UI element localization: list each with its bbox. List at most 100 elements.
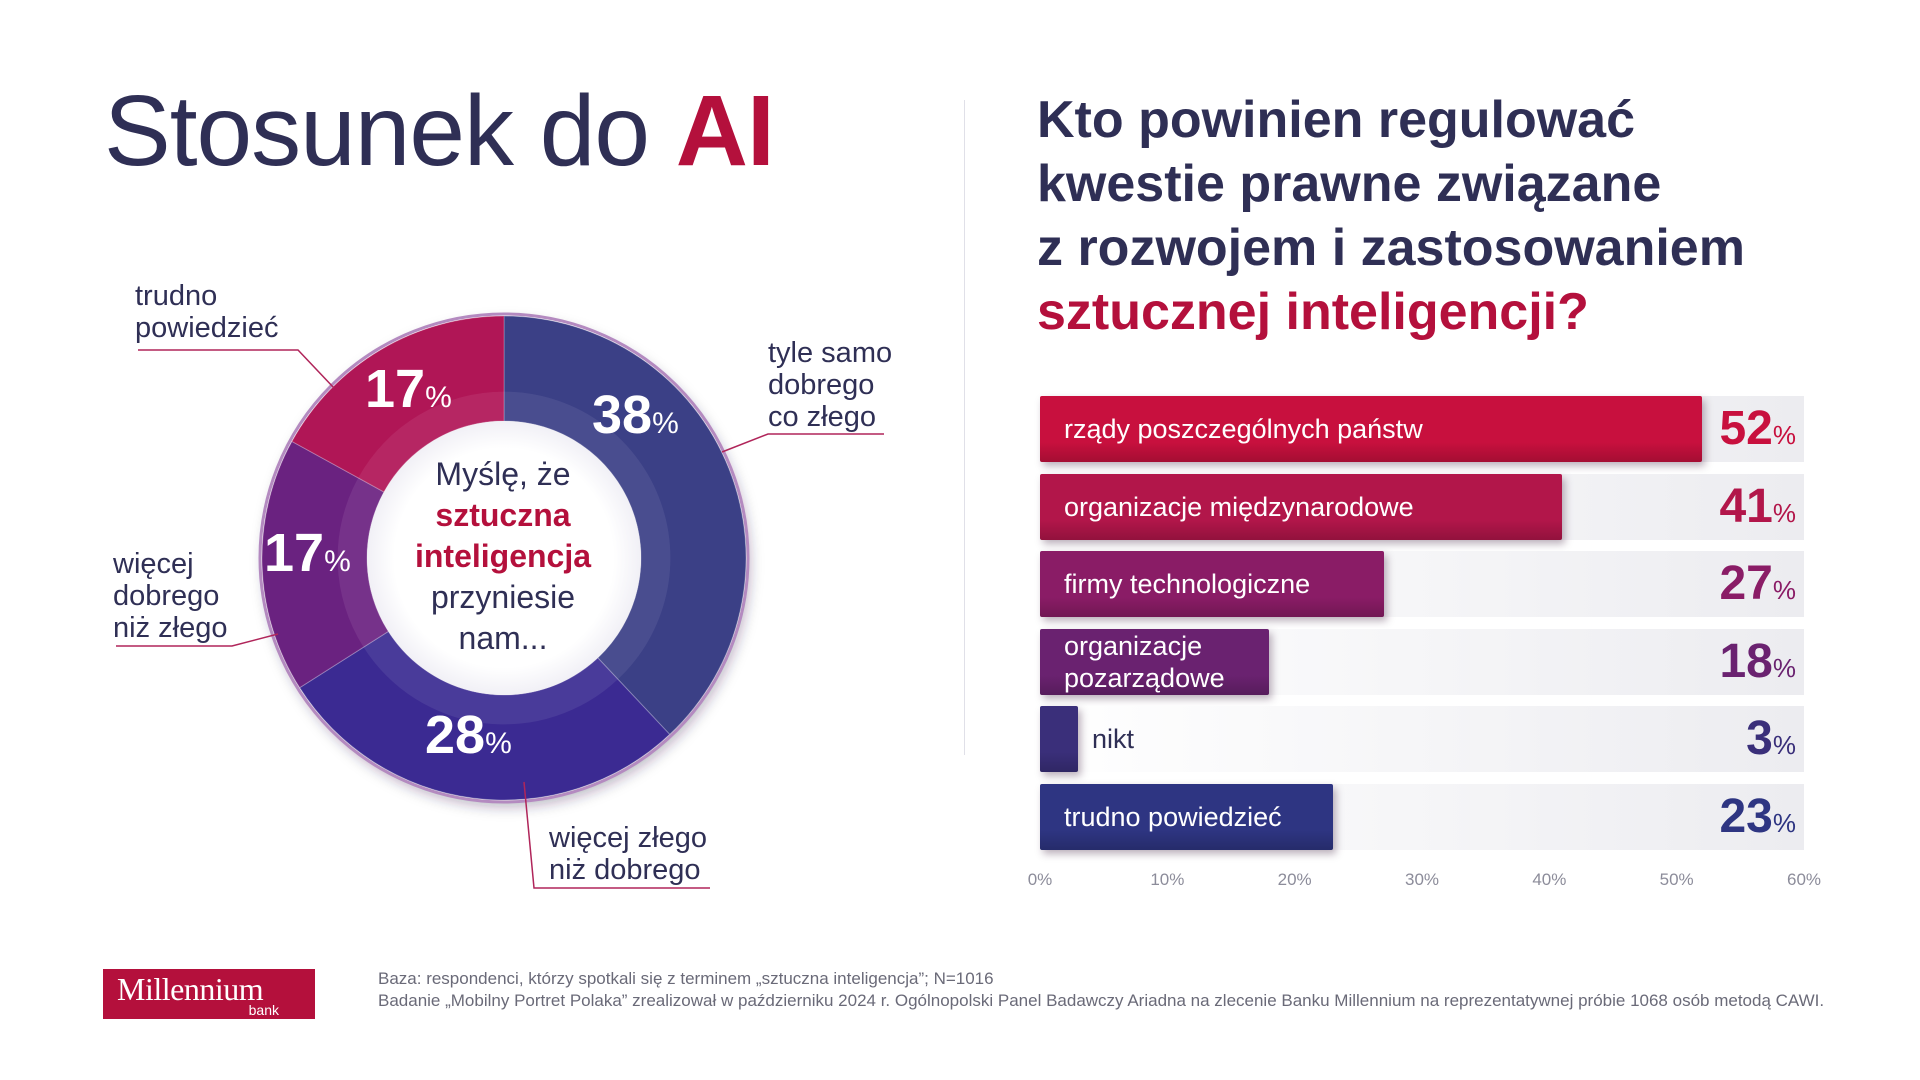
bar-value-number: 27 (1719, 557, 1773, 610)
question-line: Kto powinien regulować (1037, 91, 1636, 149)
logo-subtext: bank (248, 1002, 279, 1018)
donut-svg (258, 312, 750, 804)
bar-category-text: organizacje (1064, 630, 1203, 661)
footnote: Baza: respondenci, którzy spotkali się z… (378, 968, 1878, 1012)
bar-row: rządy poszczególnych państw 52% (1040, 396, 1804, 462)
slice-label-line: dobrego (768, 369, 875, 401)
slice-label-line: powiedzieć (135, 312, 279, 344)
slice-label-line: więcej (113, 548, 194, 580)
slice-label-line: tyle samo (768, 337, 893, 369)
bar-chart: rządy poszczególnych państw 52% organizacj… (1028, 396, 1821, 896)
bar (1040, 783, 1333, 850)
bar-value-number: 52 (1719, 402, 1773, 455)
percent-sign: % (1772, 497, 1796, 528)
donut-center (367, 421, 641, 695)
bar-track (1040, 706, 1804, 772)
x-tick-label: 0% (1027, 870, 1053, 889)
slice-value: 17% (264, 526, 351, 580)
percent-sign: % (324, 545, 351, 578)
slice-label-line: trudno (135, 280, 218, 312)
center-text-line: przyniesie (430, 579, 576, 615)
question-line: kwestie prawne związane (1037, 155, 1662, 213)
vertical-divider (964, 100, 965, 755)
percent-sign: % (1772, 730, 1796, 760)
slice-label: trudno powiedzieć (135, 280, 278, 344)
bar (1040, 706, 1078, 772)
bar-category-text: organizacje międzynarodowe (1064, 491, 1414, 522)
donut-slice-highlight (337, 477, 389, 648)
slice-value-number: 17 (365, 359, 426, 419)
x-tick-label: 20% (1277, 870, 1312, 889)
slice-value: 38% (592, 388, 679, 442)
leader-lines (116, 349, 884, 889)
bar-row: organizacje pozarządowe 18% (1040, 628, 1804, 695)
donut-outline (258, 312, 750, 804)
bar-value-label: 18% (1719, 629, 1796, 695)
bar (1040, 473, 1562, 540)
leader-line (523, 781, 710, 889)
brand-logo: Millennium bank (103, 966, 315, 1019)
question-line: z rozwojem i zastosowaniem (1037, 219, 1745, 277)
slice-label: tyle samo dobrego co złego (768, 337, 892, 433)
slice-label-line: więcej złego (549, 822, 707, 854)
percent-sign: % (1772, 807, 1796, 838)
bar-value-label: 41% (1719, 474, 1796, 540)
slice-label-line: niż złego (113, 612, 228, 644)
bar-value-number: 41 (1719, 479, 1773, 533)
footnote-base: Baza: respondenci, którzy spotkali się z… (378, 969, 994, 988)
bar-value-label: 23% (1719, 784, 1796, 850)
percent-sign: % (652, 407, 679, 440)
bar-value-label: 3% (1746, 706, 1796, 772)
leader-line (138, 349, 335, 389)
slice-label: więcej złego niż dobrego (549, 822, 707, 886)
bar-category-label: firmy technologiczne (1064, 551, 1310, 617)
page-title-accent: AI (675, 75, 775, 187)
bar-category-label: organizacje pozarządowe (1064, 629, 1225, 695)
slice-value-number: 38 (592, 385, 653, 445)
slice-value: 28% (425, 708, 512, 762)
question-accent: sztucznej inteligencji? (1037, 283, 1589, 341)
x-tick-label: 40% (1532, 870, 1567, 889)
bar-category-text: trudno powiedzieć (1064, 801, 1282, 832)
x-tick-label: 10% (1150, 870, 1185, 889)
leader-line (116, 633, 279, 647)
leader-line (721, 433, 884, 453)
bar-category-label: rządy poszczególnych państw (1064, 396, 1423, 462)
footnote-source: Badanie „Mobilny Portret Polaka” zrealiz… (378, 991, 1825, 1010)
percent-sign: % (1772, 652, 1796, 683)
bar-value-label: 52% (1719, 396, 1796, 462)
bar (1040, 551, 1384, 617)
bar-row: trudno powiedzieć 23% (1040, 783, 1804, 850)
x-tick-label: 50% (1659, 870, 1694, 889)
percent-sign: % (425, 381, 452, 414)
slice-label: więcej dobrego niż złego (113, 548, 227, 644)
percent-sign: % (485, 727, 512, 760)
bar-category-text: firmy technologiczne (1064, 569, 1311, 599)
bar-value-label: 27% (1719, 551, 1796, 617)
bar-value-number: 23 (1719, 789, 1773, 843)
donut-slice-highlight (358, 391, 504, 492)
donut-chart: Myślę, że sztuczna inteligencja przynies… (0, 0, 960, 920)
x-tick-label: 60% (1786, 870, 1822, 889)
center-text-line: Myślę, że (435, 456, 571, 492)
bar-row: nikt 3% (1040, 706, 1804, 772)
slice-value-number: 28 (425, 705, 486, 765)
slice-label-line: co złego (768, 401, 877, 433)
bar-value-number: 3 (1746, 712, 1773, 765)
logo-wordmark: Millennium (117, 971, 264, 1007)
slice-value: 17% (365, 362, 452, 416)
bar-category-label: organizacje międzynarodowe (1064, 474, 1414, 540)
bar-row: organizacje międzynarodowe 41% (1040, 473, 1804, 540)
percent-sign: % (1772, 575, 1796, 605)
center-text-accent: sztuczna (435, 497, 571, 533)
bar-row: firmy technologiczne 27% (1040, 551, 1804, 617)
donut-center-text: Myślę, że sztuczna inteligencja przynies… (380, 454, 626, 659)
slice-label-line: dobrego (113, 580, 220, 612)
center-text-accent: inteligencja (414, 538, 592, 574)
bar-category-text: rządy poszczególnych państw (1064, 414, 1423, 444)
bar (1040, 628, 1269, 695)
bar-category-label: trudno powiedzieć (1064, 784, 1282, 850)
bar-value-number: 18 (1719, 634, 1773, 688)
bar-category-label: nikt (1092, 706, 1134, 772)
x-tick-label: 30% (1404, 870, 1440, 889)
